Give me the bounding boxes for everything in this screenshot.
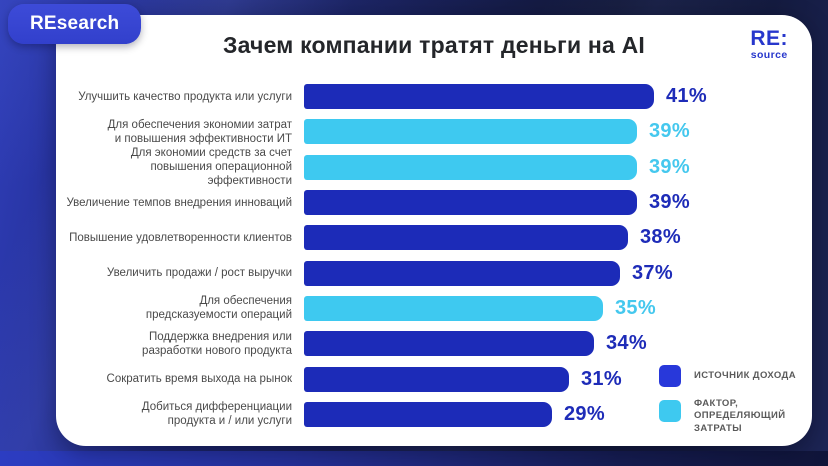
chart-row: Улучшить качество продукта или услуги 41% — [64, 79, 804, 114]
bottom-accent-strip — [0, 451, 828, 466]
bar-cost — [304, 154, 637, 180]
bar-cost — [304, 295, 603, 321]
bar-value: 29% — [564, 402, 605, 425]
chart: Улучшить качество продукта или услуги 41%… — [64, 79, 804, 432]
legend-swatch-cost — [659, 400, 681, 422]
bar-label: Для обеспечения экономии затрат и повыше… — [107, 118, 292, 145]
bar-label: Повышение удовлетворенности клиентов — [69, 231, 292, 244]
bar-label: Добиться дифференциации продукта и / или… — [141, 401, 292, 428]
bar-value: 38% — [640, 226, 681, 249]
bar-label: Поддержка внедрения или разработки новог… — [142, 330, 292, 357]
bar-revenue — [304, 331, 594, 357]
legend-label-revenue: ИСТОЧНИК ДОХОДА — [694, 369, 796, 381]
bar-label: Для обеспечения предсказуемости операций — [145, 295, 292, 322]
chart-row: Поддержка внедрения или разработки новог… — [64, 326, 804, 361]
chart-row: Добиться дифференциации продукта и / или… — [64, 397, 804, 432]
bar-cost — [304, 119, 637, 145]
bar-label: Для экономии средств за счет повышения о… — [130, 147, 292, 188]
bar-label: Увеличить продажи / рост выручки — [106, 267, 292, 280]
bar-label: Увеличение темпов внедрения инноваций — [66, 196, 292, 209]
research-badge: REsearch — [8, 4, 142, 44]
bar-label: Улучшить качество продукта или услуги — [78, 90, 292, 103]
bar-value: 39% — [649, 191, 690, 214]
chart-row: Повышение удовлетворенности клиентов 38% — [64, 220, 804, 255]
legend-item-revenue: ИСТОЧНИК ДОХОДА — [659, 365, 796, 387]
logo-sub-text: source — [750, 49, 788, 61]
bar-value: 39% — [649, 155, 690, 178]
chart-row: Для обеспечения экономии затрат и повыше… — [64, 114, 804, 149]
bar-value: 35% — [615, 296, 656, 319]
legend: ИСТОЧНИК ДОХОДА ФАКТОР, ОПРЕДЕЛЯЮЩИЙ ЗАТ… — [659, 365, 796, 435]
legend-label-cost: ФАКТОР, ОПРЕДЕЛЯЮЩИЙ ЗАТРАТЫ — [694, 398, 786, 434]
content-card: Зачем компании тратят деньги на AI RE: s… — [56, 15, 812, 446]
chart-row: Увеличить продажи / рост выручки 37% — [64, 255, 804, 290]
bar-value: 41% — [666, 85, 707, 108]
legend-item-cost: ФАКТОР, ОПРЕДЕЛЯЮЩИЙ ЗАТРАТЫ — [659, 398, 796, 435]
bar-label: Сократить время выхода на рынок — [106, 373, 292, 386]
bar-revenue — [304, 401, 552, 427]
chart-row: Для экономии средств за счет повышения о… — [64, 147, 804, 187]
legend-swatch-revenue — [659, 365, 681, 387]
bar-value: 37% — [632, 261, 673, 284]
bar-revenue — [304, 84, 654, 110]
resource-logo: RE: source — [750, 28, 788, 61]
chart-row: Сократить время выхода на рынок 31% — [64, 361, 804, 396]
logo-main-text: RE: — [750, 27, 788, 50]
chart-row: Увеличение темпов внедрения инноваций 39% — [64, 185, 804, 220]
bar-revenue — [304, 225, 628, 251]
bar-value: 31% — [581, 367, 622, 390]
bar-revenue — [304, 260, 620, 286]
bar-revenue — [304, 190, 637, 216]
chart-title: Зачем компании тратят деньги на AI — [223, 32, 645, 58]
bar-revenue — [304, 366, 569, 392]
chart-row: Для обеспечения предсказуемости операций… — [64, 291, 804, 326]
bar-value: 34% — [606, 332, 647, 355]
bar-value: 39% — [649, 120, 690, 143]
